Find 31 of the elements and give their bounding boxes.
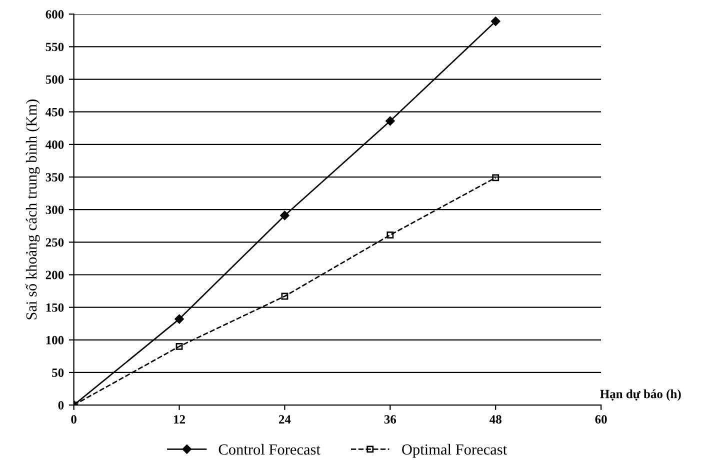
point — [174, 314, 184, 324]
point — [492, 174, 500, 182]
y-tick-label: 600 — [46, 10, 64, 19]
y-tick-label: 450 — [46, 108, 64, 116]
y-tick-label: 100 — [46, 336, 64, 344]
x-tick-label: 48 — [490, 415, 502, 424]
x-axis-title: Hạn dự báo (h) — [600, 389, 681, 401]
legend-label: Control Forecast — [218, 444, 320, 455]
point — [280, 210, 290, 220]
y-tick-label: 500 — [46, 75, 64, 84]
y-tick-label: 550 — [46, 42, 64, 52]
x-tick-label: 12 — [174, 415, 185, 424]
y-axis-title: Sai số khoảng cách trung bình (Km) — [25, 100, 40, 320]
x-tick-label: 36 — [384, 415, 396, 424]
point — [281, 292, 288, 300]
y-tick-label: 0 — [58, 401, 64, 410]
x-tick-label: 0 — [71, 415, 76, 424]
y-tick-label: 350 — [46, 173, 64, 182]
point — [176, 342, 183, 350]
legend-label: Optimal Forecast — [402, 444, 507, 458]
y-tick-label: 250 — [46, 238, 64, 247]
x-tick-label: 60 — [595, 415, 607, 424]
y-tick-label: 400 — [46, 140, 64, 149]
point — [386, 232, 394, 238]
point — [490, 16, 500, 26]
y-tick-label: 200 — [46, 270, 64, 280]
y-tick-label: 150 — [46, 303, 64, 312]
x-tick-label: 24 — [278, 415, 291, 424]
point — [386, 116, 395, 126]
y-tick-label: 50 — [52, 368, 64, 377]
y-tick-label: 300 — [46, 206, 64, 214]
